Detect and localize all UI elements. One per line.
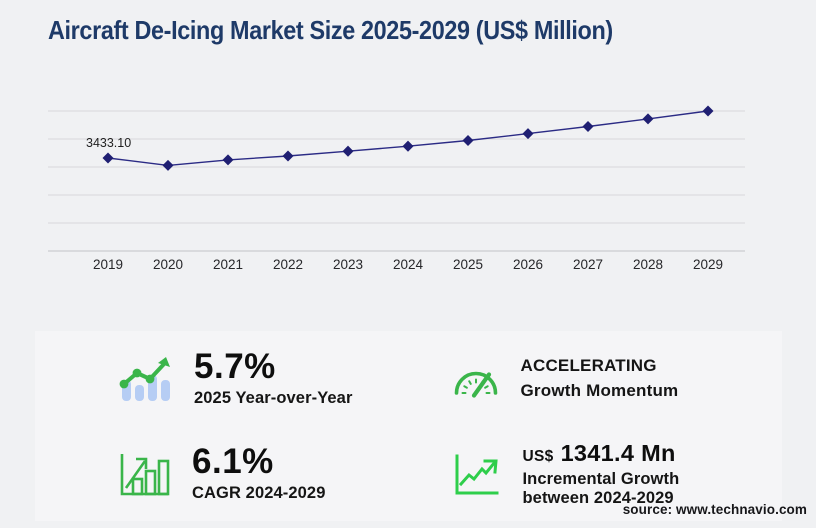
x-tick-label-2022: 2022 <box>273 257 303 272</box>
yoy-label: 2025 Year-over-Year <box>194 388 353 407</box>
speedometer-icon <box>453 359 499 399</box>
stat-cagr: 6.1% CAGR 2024-2029 <box>35 426 409 521</box>
momentum-status: ACCELERATING <box>520 355 657 375</box>
cagr-label: CAGR 2024-2029 <box>192 483 326 502</box>
x-tick-label-2028: 2028 <box>633 257 663 272</box>
data-point-marker-2027 <box>582 120 594 133</box>
x-tick-label-2025: 2025 <box>453 257 483 272</box>
key-stats-panel: 5.7% 2025 Year-over-Year ACCELERAT <box>35 331 782 521</box>
x-tick-label-2026: 2026 <box>513 257 543 272</box>
stat-yoy-growth: 5.7% 2025 Year-over-Year <box>35 331 409 426</box>
data-point-marker-2026 <box>522 128 534 140</box>
x-tick-label-2021: 2021 <box>213 257 243 272</box>
incremental-value: 1341.4 Mn <box>560 439 676 466</box>
data-point-marker-2023 <box>342 145 354 157</box>
data-point-marker-2029 <box>702 105 714 117</box>
incremental-label-line1: Incremental Growth <box>522 469 680 488</box>
source-attribution: source: www.technavio.com <box>622 502 807 517</box>
incremental-currency: US$ <box>522 447 554 465</box>
momentum-label: Growth Momentum <box>520 380 679 400</box>
x-tick-label-2029: 2029 <box>693 257 723 272</box>
data-point-marker-2025 <box>462 134 474 147</box>
data-label-2019: 3433.10 <box>86 136 131 150</box>
x-tick-label-2024: 2024 <box>393 257 424 272</box>
data-point-marker-2024 <box>402 140 414 152</box>
data-point-marker-2022 <box>282 150 294 162</box>
x-tick-label-2020: 2020 <box>153 257 183 272</box>
data-point-marker-2021 <box>222 154 234 166</box>
data-point-marker-2020 <box>162 159 174 171</box>
data-point-marker-2028 <box>642 113 654 125</box>
page-title: Aircraft De-Icing Market Size 2025-2029 … <box>48 15 613 45</box>
market-size-line-chart: 3433.10 2019 2020 2021 2022 2023 2024 2025 2026 2… <box>48 105 745 272</box>
x-tick-label-2019: 2019 <box>93 257 123 272</box>
x-tick-label-2023: 2023 <box>333 257 363 272</box>
yoy-value: 5.7% <box>194 347 276 387</box>
cagr-value: 6.1% <box>192 442 274 482</box>
x-tick-label-2027: 2027 <box>573 257 603 272</box>
growth-bars-icon <box>118 450 170 498</box>
incremental-growth-icon <box>453 450 501 498</box>
data-point-marker-2019 <box>102 152 114 164</box>
incremental-label-line2: between 2024-2029 <box>522 488 674 507</box>
bar-trend-icon <box>118 355 172 403</box>
stat-growth-momentum: ACCELERATING Growth Momentum <box>409 331 783 426</box>
market-size-line <box>107 110 709 167</box>
stat-incremental-growth: US$ 1341.4 Mn Incremental Growth between… <box>409 426 783 521</box>
